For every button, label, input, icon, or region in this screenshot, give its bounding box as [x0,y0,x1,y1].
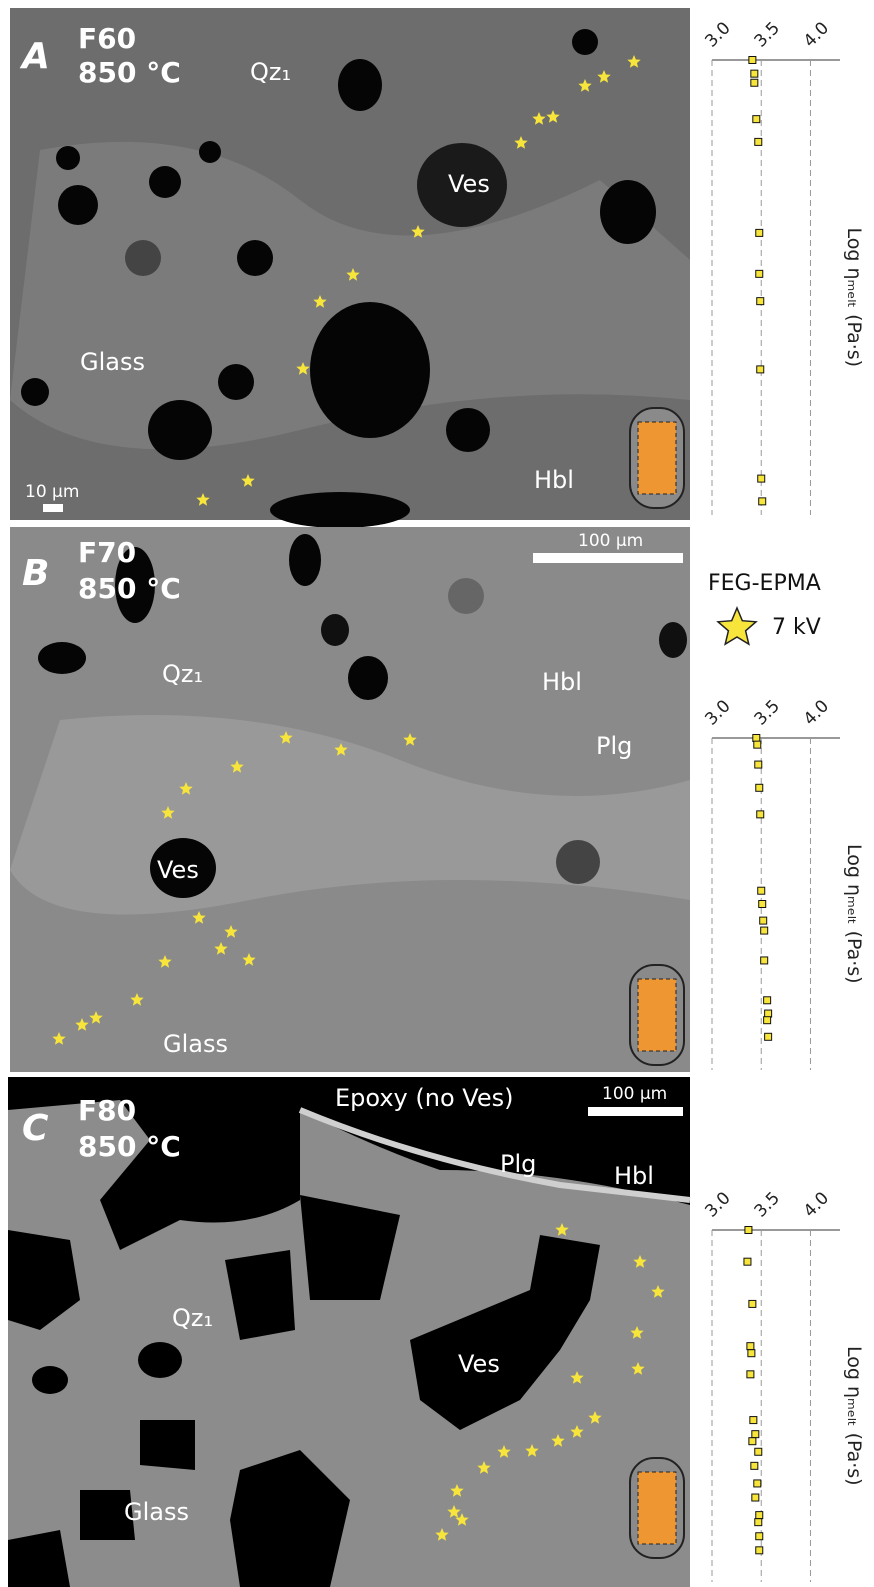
scale-bar-label: 100 µm [578,531,643,551]
data-point [756,270,763,277]
data-point [761,957,768,964]
phase-label: Plg [596,732,632,760]
data-point [761,927,768,934]
panel-letter: C [22,1108,49,1149]
data-point [757,366,764,373]
data-point [749,1438,756,1445]
data-point [748,1350,755,1357]
x-axis-label: Log ηₘₑₗₜ (Pa·s) [843,228,865,368]
data-point [764,997,771,1004]
data-point [753,116,760,123]
temperature-label: 850 °C [78,572,181,605]
scale-bar-label: 100 µm [602,1084,667,1104]
data-point [754,741,761,748]
data-point [759,901,766,908]
data-point [749,1300,756,1307]
data-point [755,138,762,145]
data-point [745,1227,752,1234]
holder-core [638,1472,676,1544]
phase-label: Ves [458,1350,500,1378]
phase-label: Hbl [614,1162,654,1190]
data-point [755,761,762,768]
temperature-label: 850 °C [78,56,181,89]
phase-label: Epoxy (no Ves) [335,1084,513,1112]
data-point [751,79,758,86]
holder-core [638,422,676,494]
legend-title: FEG-EPMA [708,571,821,596]
x-tick-label: 3.0 [701,18,734,51]
data-point [756,1533,763,1540]
data-point [747,1343,754,1350]
data-point [751,1462,758,1469]
x-tick-label: 4.0 [800,18,833,51]
temperature-label: 850 °C [78,1130,181,1163]
data-point [757,298,764,305]
x-axis-label: Log ηₘₑₗₜ (Pa·s) [843,844,865,984]
legend-label: 7 kV [772,615,821,640]
data-point [755,1519,762,1526]
data-point [756,1547,763,1554]
data-point [753,735,760,742]
data-point [758,475,765,482]
phase-label: Glass [163,1030,228,1058]
x-tick-label: 3.0 [701,1188,734,1221]
x-tick-label: 3.5 [751,696,784,729]
data-point [749,57,756,64]
data-point [750,1417,757,1424]
data-point [765,1010,772,1017]
phase-label: Qz₁ [172,1304,213,1332]
data-point [759,498,766,505]
x-tick-label: 3.5 [751,18,784,51]
x-tick-label: 3.0 [701,696,734,729]
panel-letter: B [22,553,49,594]
holder-core [638,979,676,1051]
phase-label: Qz₁ [250,58,291,86]
data-point [760,917,767,924]
phase-label: Qz₁ [162,660,203,688]
sample-label: F80 [78,1094,136,1127]
data-point [752,1431,759,1438]
data-point [755,1448,762,1455]
data-point [764,1017,771,1024]
x-axis-label: Log ηₘₑₗₜ (Pa·s) [843,1346,865,1486]
legend-star [718,608,756,644]
sample-label: F70 [78,536,136,569]
phase-label: Glass [80,348,145,376]
phase-label: Ves [157,856,199,884]
data-point [744,1258,751,1265]
phase-label: Plg [500,1150,536,1178]
data-point [756,1512,763,1519]
phase-label: Hbl [542,668,582,696]
data-point [765,1033,772,1040]
data-point [758,887,765,894]
scale-bar-label: 10 µm [25,482,79,502]
phase-label: Glass [124,1498,189,1526]
sample-label: F60 [78,22,136,55]
data-point [756,229,763,236]
data-point [752,1494,759,1501]
panel-letter: A [19,36,50,77]
data-point [747,1371,754,1378]
phase-label: Hbl [534,466,574,494]
x-tick-label: 4.0 [800,1188,833,1221]
data-point [754,1480,761,1487]
data-point [757,811,764,818]
data-point [751,70,758,77]
figure: A F60 850 °C Qz₁ Ves Glass Hbl 10 µm B F… [0,0,874,1587]
x-tick-label: 4.0 [800,696,833,729]
panel-b-image [10,527,690,1072]
x-tick-label: 3.5 [751,1188,784,1221]
data-point [756,784,763,791]
phase-label: Ves [448,170,490,198]
